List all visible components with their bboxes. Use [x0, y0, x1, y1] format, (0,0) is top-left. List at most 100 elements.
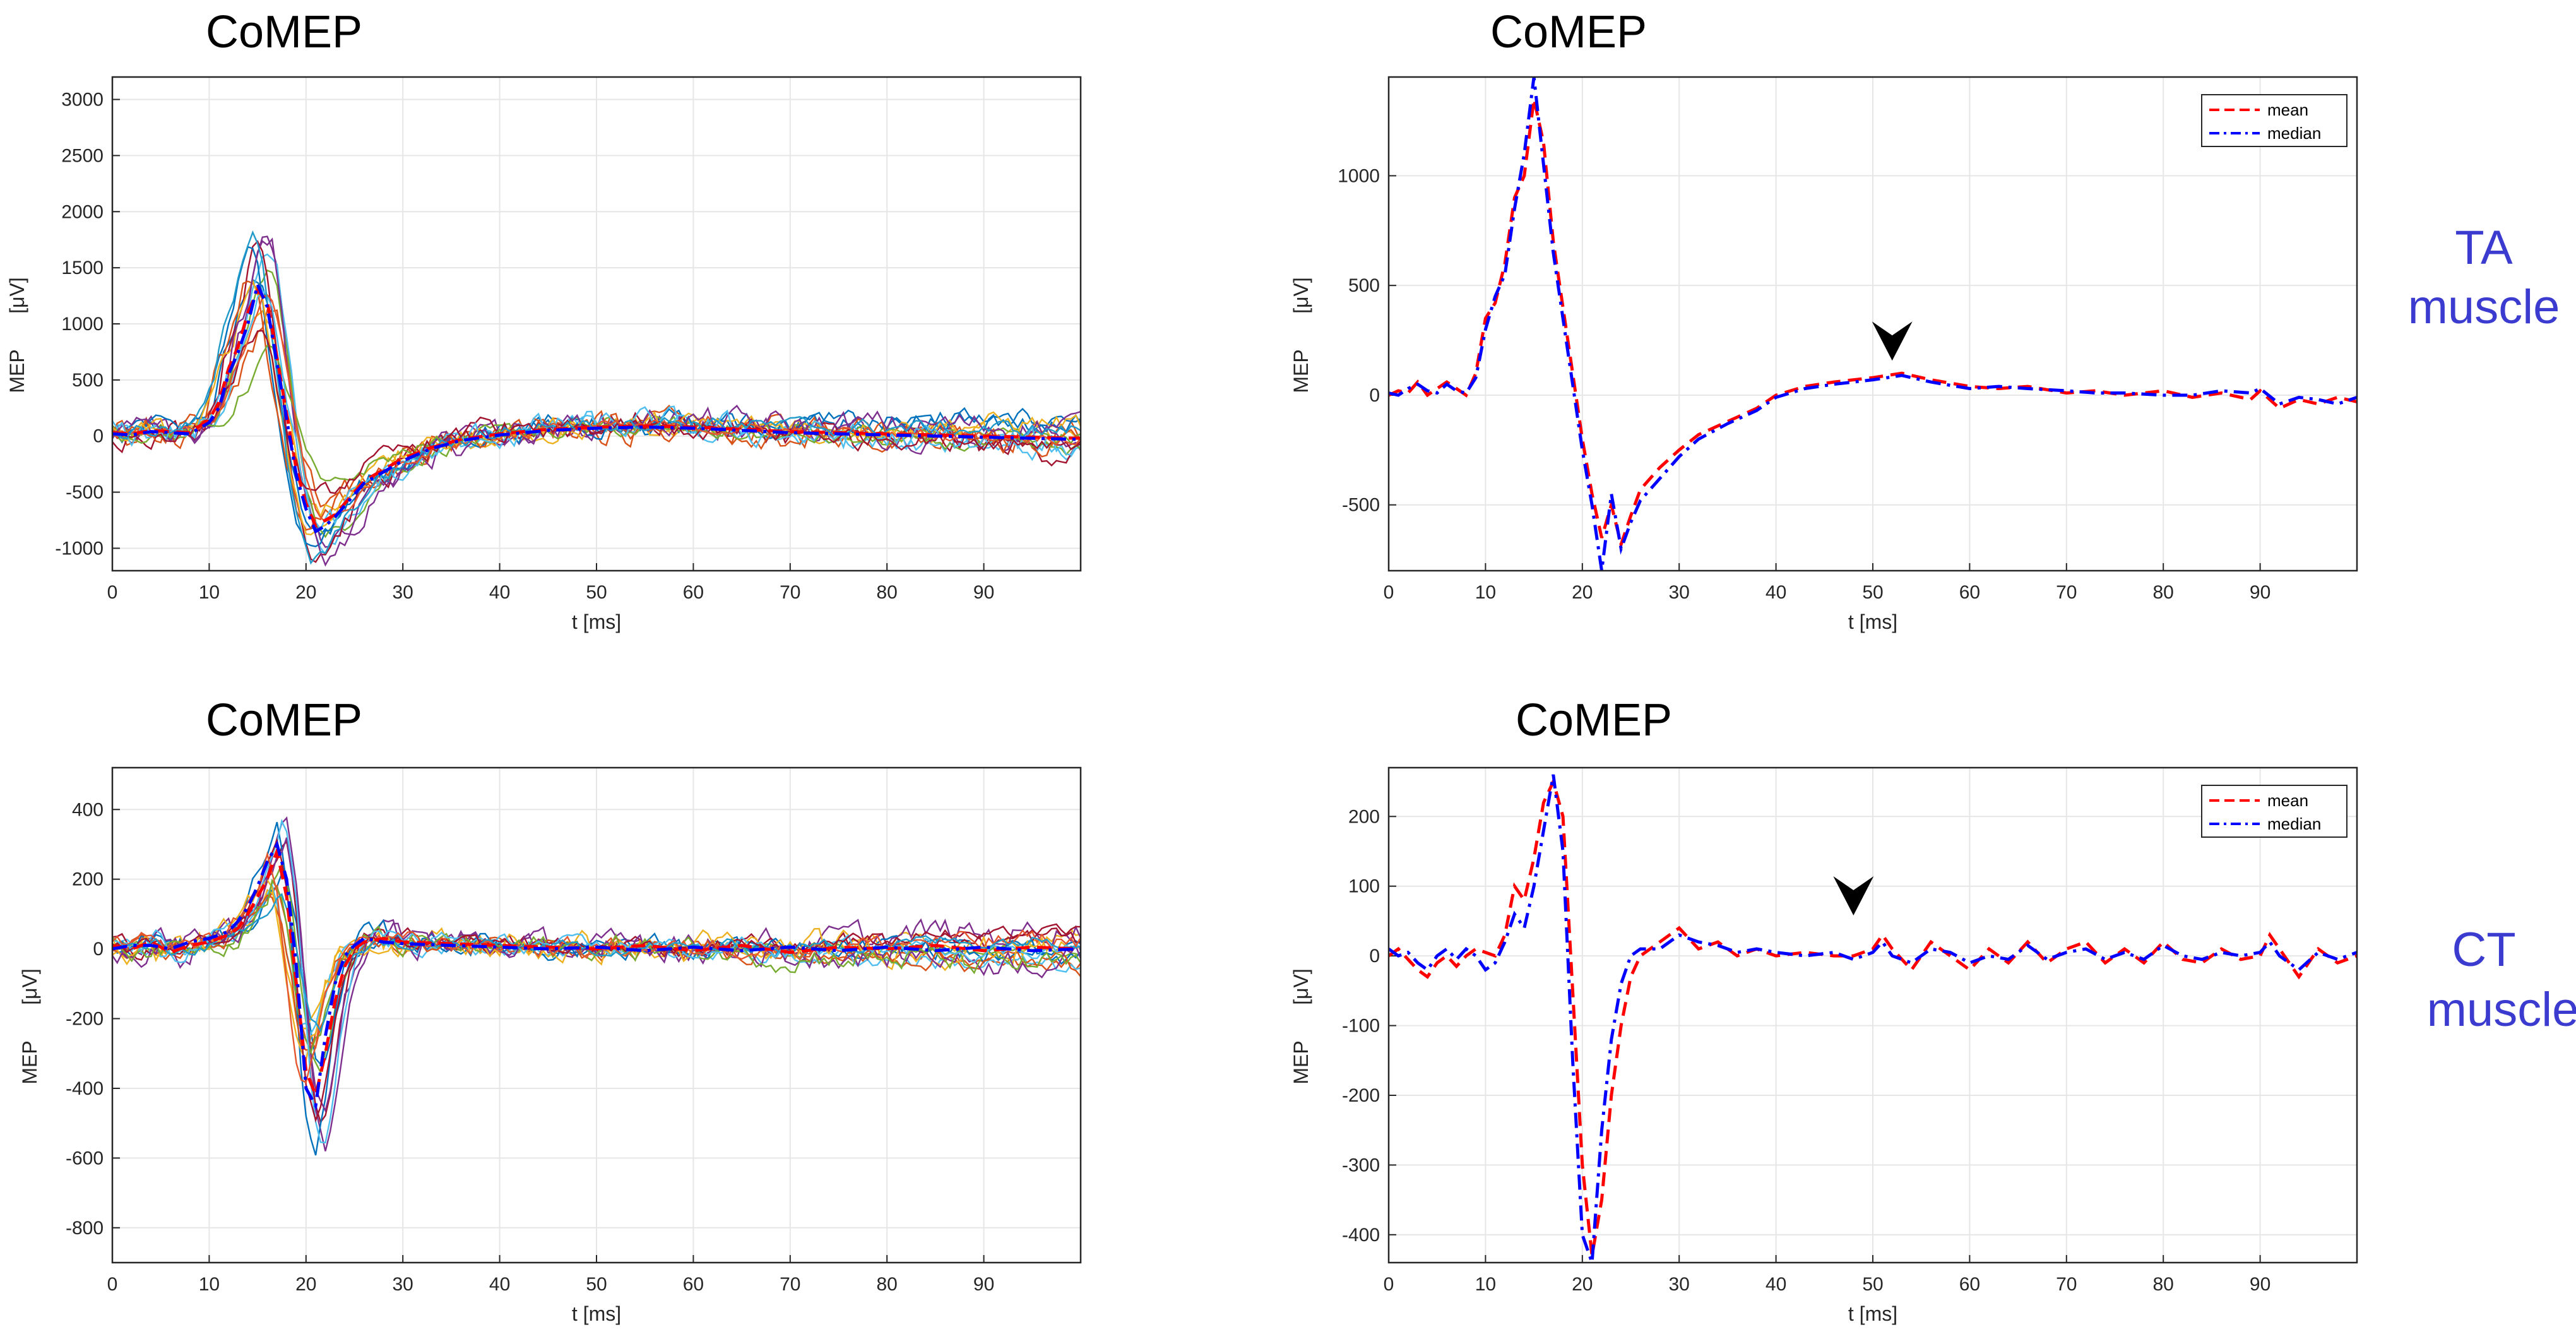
- legend-label-mean: mean: [2267, 791, 2308, 810]
- panel-title: CoMEP: [206, 7, 362, 57]
- axes-frame: [111, 76, 1082, 572]
- series-line-mean: [112, 845, 1081, 1101]
- y-tick-label: 2000: [61, 201, 104, 222]
- x-tick-label: 70: [780, 1274, 800, 1295]
- y-tick-label: -800: [66, 1218, 104, 1239]
- y-axis-unit: [μV]: [1290, 968, 1312, 1005]
- panel-title: CoMEP: [1516, 695, 1672, 746]
- panel-title: CoMEP: [206, 695, 362, 746]
- y-tick-label: 400: [72, 799, 104, 820]
- x-axis-label: t [ms]: [1848, 610, 1897, 633]
- y-tick-label: -100: [1342, 1016, 1380, 1037]
- x-tick-label: 30: [1669, 1274, 1690, 1295]
- y-tick-label: 0: [93, 426, 104, 447]
- muscle-label-ta-line2: muscle: [2408, 280, 2560, 334]
- x-axis-label: t [ms]: [1848, 1302, 1897, 1325]
- x-tick-label: 80: [877, 582, 898, 603]
- panel-ct-all-traces: CoMEP 0 10 20 30 40 50 60 70 80 90 -800 -600 -400 -20…: [18, 695, 1082, 1325]
- x-tick-label: 40: [489, 582, 510, 603]
- trial-trace: [112, 851, 1081, 1084]
- x-tick-label: 60: [683, 1274, 704, 1295]
- trial-trace: [112, 818, 1081, 1144]
- x-tick-label: 30: [1669, 582, 1690, 603]
- x-tick-label: 50: [586, 1274, 607, 1295]
- muscle-label-ct-line2: muscle: [2427, 983, 2576, 1037]
- panel-ct-mean-median: CoMEP 0 10 20 30 40 50 60 70 80 90 -400 -300 -200 -10…: [1290, 695, 2358, 1325]
- x-tick-label: 90: [973, 582, 994, 603]
- x-tick-label: 60: [1959, 582, 1980, 603]
- plot-area: 0 10 20 30 40 50 60 70 80 90 -400 -300 -200 -100 0 100 2…: [1290, 766, 2358, 1325]
- legend-label-mean: mean: [2267, 100, 2308, 119]
- axes-frame: [111, 766, 1082, 1264]
- x-tick-label: 80: [2153, 582, 2174, 603]
- plot-area: 0 10 20 30 40 50 60 70 80 90 -500 0 500 1000 t [ms] MEP…: [1290, 76, 2358, 633]
- y-tick-label: 1000: [1338, 165, 1380, 186]
- y-tick-label: 1000: [61, 314, 104, 335]
- y-axis-unit: [μV]: [1290, 277, 1312, 314]
- panel-ta-all-traces: CoMEP 0 10 20 30 40 50 60 70 80 90 -1000 -500 0 500 10…: [6, 7, 1082, 633]
- y-tick-label: 0: [1369, 946, 1380, 967]
- y-tick-label: -500: [66, 482, 104, 503]
- series-group: [1389, 774, 2357, 1263]
- trial-trace: [112, 879, 1081, 1063]
- series-group: [1389, 77, 2357, 571]
- series-line-median: [112, 840, 1081, 1111]
- y-axis-label: MEP: [18, 1040, 41, 1084]
- y-tick-label: -600: [66, 1148, 104, 1169]
- trial-trace: [112, 246, 1081, 547]
- y-tick-label: 100: [1348, 876, 1380, 897]
- y-tick-label: 3000: [61, 90, 104, 110]
- trial-trace: [112, 893, 1081, 1033]
- x-tick-label: 20: [295, 582, 316, 603]
- y-tick-label: 2500: [61, 145, 104, 166]
- series-line-median: [1389, 774, 2357, 1263]
- x-tick-label: 50: [1862, 1274, 1883, 1295]
- y-axis-unit: [μV]: [6, 277, 28, 314]
- y-tick-label: -500: [1342, 495, 1380, 516]
- x-tick-label: 30: [393, 1274, 413, 1295]
- x-tick-label: 60: [683, 582, 704, 603]
- axes-frame: [1387, 76, 2358, 572]
- y-axis-label: MEP: [1290, 1040, 1312, 1084]
- x-tick-label: 90: [2250, 1274, 2270, 1295]
- y-axis-label: MEP: [1290, 349, 1312, 393]
- y-tick-label: 0: [1369, 385, 1380, 406]
- legend-box: [2201, 785, 2347, 838]
- y-tick-label: -1000: [55, 538, 104, 559]
- legend-box: [2201, 94, 2347, 147]
- y-axis-label: MEP: [6, 349, 28, 393]
- x-tick-label: 20: [295, 1274, 316, 1295]
- trial-trace: [112, 280, 1081, 531]
- x-tick-label: 90: [973, 1274, 994, 1295]
- y-tick-label: -400: [66, 1078, 104, 1099]
- muscle-label-ta-line1: TA: [2455, 221, 2513, 275]
- x-tick-label: 50: [1862, 582, 1883, 603]
- arrowhead-marker: [1872, 321, 1913, 361]
- series-line-mean: [1389, 98, 2357, 550]
- plot-area: 0 10 20 30 40 50 60 70 80 90 -800 -600 -400 -200 0 200 4…: [18, 766, 1082, 1325]
- x-tick-label: 80: [877, 1274, 898, 1295]
- x-tick-label: 0: [1384, 1274, 1394, 1295]
- y-axis-unit: [μV]: [18, 968, 41, 1005]
- x-axis-label: t [ms]: [572, 1302, 621, 1325]
- x-tick-label: 80: [2153, 1274, 2174, 1295]
- muscle-label-ct-line1: CT: [2452, 923, 2515, 977]
- arrowhead-marker: [1833, 876, 1874, 915]
- y-tick-label: 500: [72, 370, 104, 391]
- x-tick-label: 90: [2250, 582, 2270, 603]
- x-tick-label: 20: [1572, 1274, 1593, 1295]
- x-tick-label: 20: [1572, 582, 1593, 603]
- y-tick-label: 200: [72, 869, 104, 890]
- x-tick-label: 0: [1384, 582, 1394, 603]
- x-tick-label: 10: [199, 1274, 220, 1295]
- y-tick-label: 0: [93, 939, 104, 960]
- series-line-median: [1389, 77, 2357, 571]
- trial-trace: [112, 294, 1081, 523]
- y-tick-label: -200: [1342, 1085, 1380, 1106]
- axes-frame: [1387, 766, 2358, 1264]
- y-tick-label: -400: [1342, 1225, 1380, 1246]
- x-tick-label: 40: [489, 1274, 510, 1295]
- x-tick-label: 70: [2056, 582, 2077, 603]
- trial-trace: [112, 878, 1081, 1055]
